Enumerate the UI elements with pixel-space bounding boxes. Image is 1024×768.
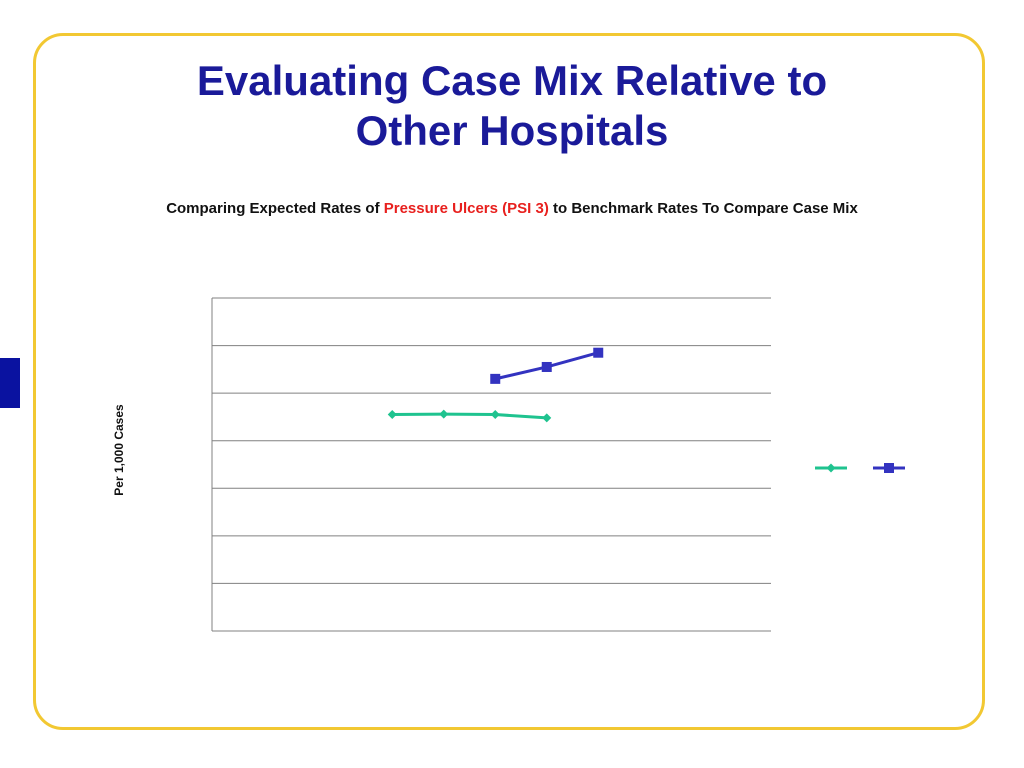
diamond-marker (542, 413, 552, 423)
chart-title-highlight: Pressure Ulcers (PSI 3) (383, 200, 549, 217)
square-marker (593, 347, 604, 358)
title-line-2: Other Hospitals (355, 107, 669, 154)
chart-grid (211, 297, 771, 632)
square-marker (490, 373, 501, 384)
chart-title-after: to Benchmark Rates To Compare Case Mix (548, 200, 858, 217)
diamond-marker (490, 410, 500, 420)
slide-title: Evaluating Case Mix Relative to Other Ho… (0, 56, 1024, 156)
diamond-marker (387, 410, 397, 420)
series-1 (387, 409, 552, 423)
slide-frame (33, 33, 985, 730)
title-line-1: Evaluating Case Mix Relative to (196, 57, 828, 104)
diamond-marker (826, 463, 836, 473)
legend-entry-2 (873, 463, 905, 473)
series-line (392, 412, 547, 420)
side-tab (0, 358, 20, 408)
legend-entry-1 (815, 463, 847, 473)
chart-title: Comparing Expected Rates of Pressure Ulc… (160, 199, 864, 218)
chart-series (387, 347, 604, 423)
chart-legend (815, 463, 905, 473)
square-marker (541, 361, 552, 372)
chart-title-before: Comparing Expected Rates of (166, 200, 384, 217)
series-2 (490, 347, 604, 384)
square-marker (884, 463, 894, 473)
y-axis-label: Per 1,000 Cases (112, 404, 126, 496)
diamond-marker (439, 409, 449, 419)
